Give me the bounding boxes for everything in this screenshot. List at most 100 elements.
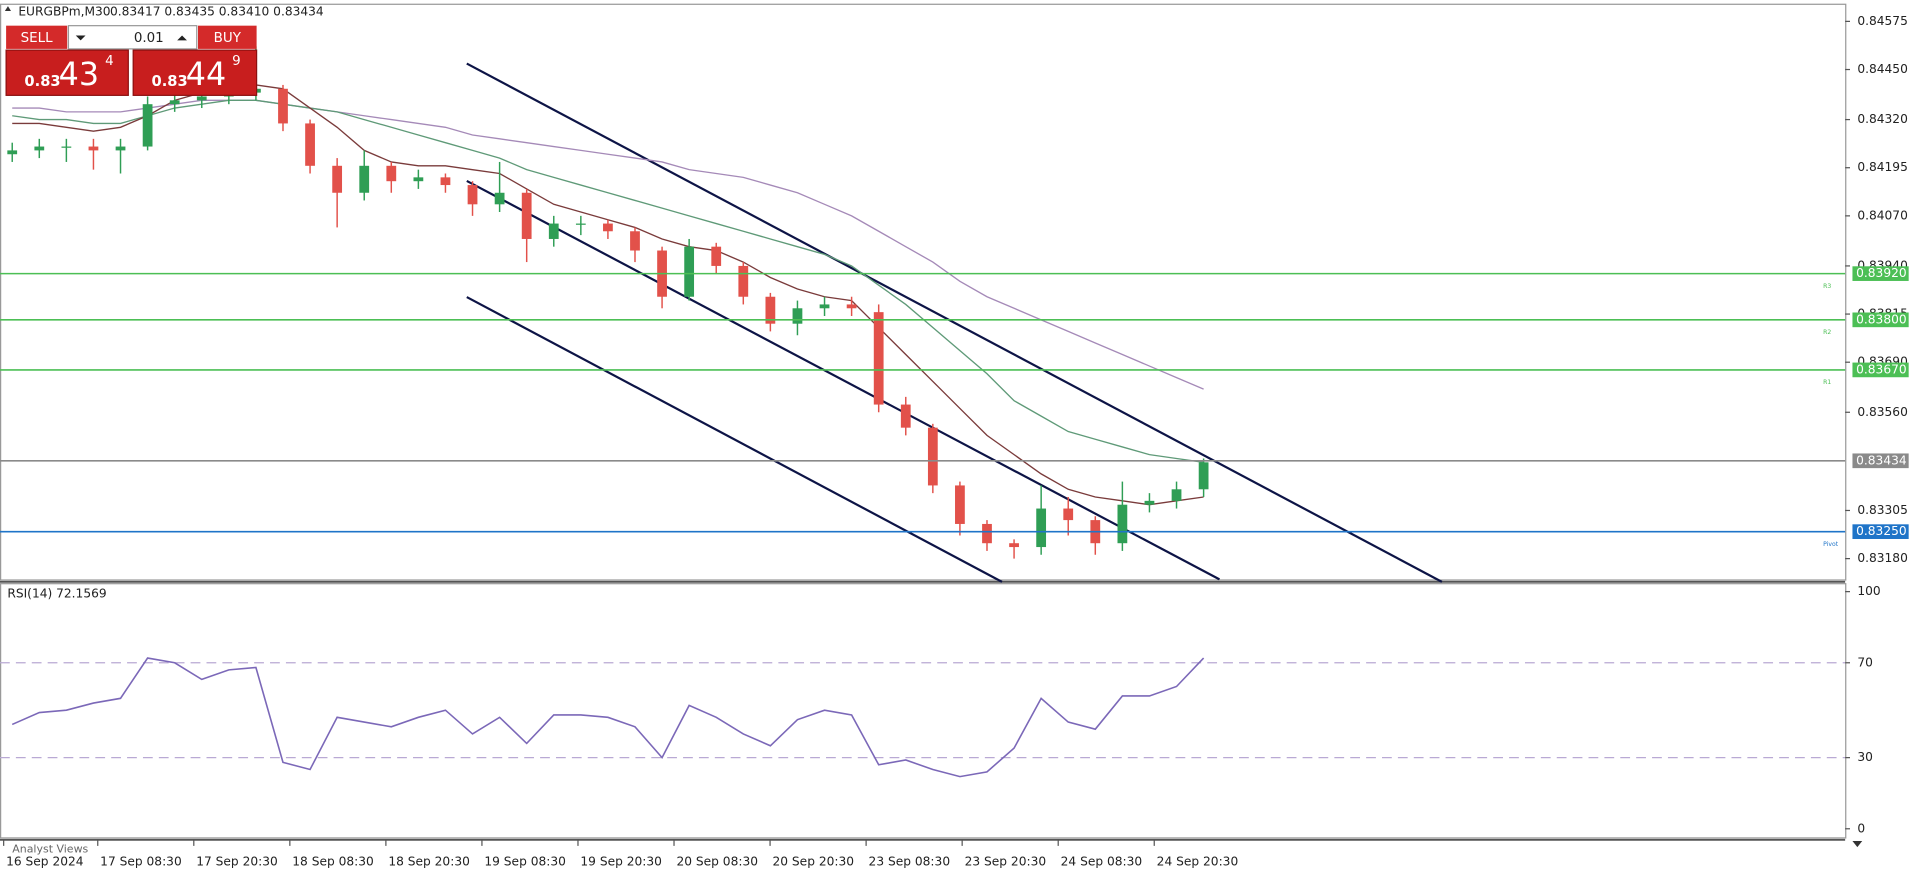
y-tick-label: 30 xyxy=(1857,750,1873,764)
candle-body xyxy=(521,192,532,239)
candle-body xyxy=(548,223,559,239)
bid-main: 43 xyxy=(59,57,99,93)
ohlc-text: 0.83417 0.83435 0.83410 0.83434 xyxy=(110,5,324,19)
x-tick-label: 23 Sep 20:30 xyxy=(965,854,1047,868)
x-tick-label: 18 Sep 08:30 xyxy=(292,854,374,868)
candle-body xyxy=(305,123,315,166)
candle-body xyxy=(1171,489,1182,501)
candle-body xyxy=(196,96,207,101)
x-tick-label: 24 Sep 08:30 xyxy=(1061,854,1143,868)
candle-body xyxy=(873,312,884,405)
candle-body xyxy=(440,177,451,186)
buy-button[interactable] xyxy=(197,25,257,49)
y-tick-label: 0.84450 xyxy=(1857,62,1908,76)
candle-body xyxy=(34,146,45,151)
ask-main: 44 xyxy=(186,57,226,93)
ask-big: 0.83 xyxy=(152,73,188,90)
candle-body xyxy=(1117,504,1128,544)
level-name: R1 xyxy=(1823,379,1831,386)
y-tick-label: 0.84195 xyxy=(1857,160,1908,174)
candle-body xyxy=(1063,508,1074,521)
candle-body xyxy=(332,165,343,193)
current-price-label: 0.83434 xyxy=(1856,453,1907,467)
bid-pip: 4 xyxy=(105,54,114,69)
candle-body xyxy=(846,304,857,309)
candle-body xyxy=(684,246,695,297)
candle-body xyxy=(359,165,370,193)
candle-body xyxy=(142,104,153,147)
trade-panel: SELL 0.01 BUY 0.83 43 4 0.83 44 9 xyxy=(5,25,258,96)
ask-pip: 9 xyxy=(232,54,241,69)
channel-line xyxy=(466,62,1443,583)
candle-body xyxy=(494,192,505,205)
candle-body xyxy=(386,165,397,182)
y-tick-label: 0.83560 xyxy=(1857,405,1908,419)
candle-body xyxy=(1009,543,1019,548)
rsi-line xyxy=(11,657,1205,778)
x-tick-label: 17 Sep 08:30 xyxy=(100,854,182,868)
y-tick-label: 0.84320 xyxy=(1857,112,1908,126)
channel-line xyxy=(466,296,1003,583)
level-label-box xyxy=(1852,266,1909,281)
candle-body xyxy=(738,265,749,297)
candle-body xyxy=(819,304,830,309)
lot-down[interactable] xyxy=(75,35,86,41)
level-name: Pivot xyxy=(1823,541,1839,548)
rsi-title: RSI(14) 72.1569 xyxy=(7,587,106,601)
level-label-box xyxy=(1852,312,1909,328)
symbol-arrow xyxy=(4,6,11,12)
bid-big: 0.83 xyxy=(24,73,60,90)
level-label-box xyxy=(1852,524,1909,539)
level-label: 0.83920 xyxy=(1856,266,1907,280)
moving-average xyxy=(12,99,1204,390)
level-name: R3 xyxy=(1823,283,1831,290)
lot-up[interactable] xyxy=(177,35,187,41)
candle-body xyxy=(603,223,613,232)
chart-title: EURGBPm,M30 xyxy=(18,5,110,19)
candle-body xyxy=(955,485,965,524)
y-tick-label: 0 xyxy=(1857,821,1865,835)
ask-box[interactable] xyxy=(132,49,258,96)
x-tick-label: 19 Sep 08:30 xyxy=(484,854,566,868)
y-tick-label: 0.84575 xyxy=(1857,14,1908,28)
sell-button[interactable] xyxy=(6,25,68,49)
x-tick-label: 19 Sep 20:30 xyxy=(580,854,662,868)
x-tick-label: 23 Sep 08:30 xyxy=(869,854,951,868)
sell-label: SELL xyxy=(21,31,54,46)
candle-body xyxy=(927,427,938,486)
scroll-arrow[interactable] xyxy=(1852,840,1863,848)
candle-body xyxy=(900,404,911,428)
x-tick-label: 24 Sep 20:30 xyxy=(1157,854,1239,868)
candle-body xyxy=(413,177,424,182)
x-tick-label: 18 Sep 20:30 xyxy=(388,854,470,868)
candle-body xyxy=(1144,500,1155,505)
candle-body xyxy=(765,296,776,324)
channel-line xyxy=(466,179,1221,581)
y-tick-label: 100 xyxy=(1857,584,1880,598)
x-tick-label: 16 Sep 2024 xyxy=(6,854,84,868)
level-label: 0.83670 xyxy=(1856,362,1907,376)
channel xyxy=(466,62,1443,583)
candle-body xyxy=(575,223,586,225)
y-tick-label: 0.83180 xyxy=(1857,551,1908,565)
bid-box[interactable] xyxy=(5,49,129,96)
lot-value: 0.01 xyxy=(134,31,164,46)
candle-body xyxy=(88,146,99,151)
candle-body xyxy=(711,246,722,266)
footer-tab[interactable] xyxy=(4,842,103,852)
x-tick-label: 20 Sep 20:30 xyxy=(773,854,855,868)
y-tick-label: 70 xyxy=(1857,655,1873,669)
current-price-label-box xyxy=(1852,453,1909,469)
candle-body xyxy=(630,231,640,251)
candle-body xyxy=(792,308,803,324)
candle-body xyxy=(1198,462,1209,490)
candle-body xyxy=(1036,508,1047,548)
candle-body xyxy=(115,146,126,151)
lot-input[interactable] xyxy=(67,25,198,50)
rsi-panel-frame xyxy=(0,583,1847,839)
x-tick-label: 20 Sep 08:30 xyxy=(676,854,758,868)
buy-label: BUY xyxy=(214,31,242,46)
